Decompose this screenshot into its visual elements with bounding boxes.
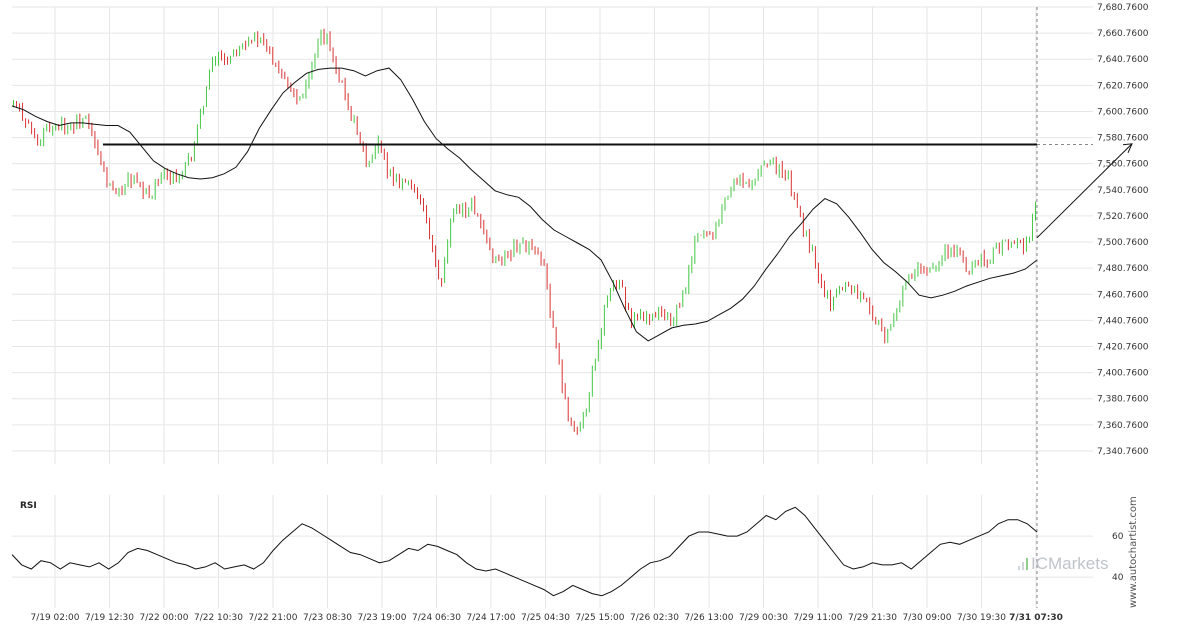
candlesticks xyxy=(13,28,1036,435)
y-tick-label: 7,480.7600 xyxy=(1097,264,1149,274)
rsi-title: RSI xyxy=(20,501,37,511)
y-tick-label: 7,580.7600 xyxy=(1097,134,1149,144)
main-grid xyxy=(12,6,1093,464)
y-tick-label: 7,520.7600 xyxy=(1097,212,1149,222)
y-tick-label: 7,420.7600 xyxy=(1097,342,1149,352)
y-tick-label: 7,360.7600 xyxy=(1097,421,1149,431)
x-tick-label: 7/22 21:00 xyxy=(248,613,297,623)
x-tick-label: 7/26 13:00 xyxy=(684,613,733,623)
y-tick-label: 7,560.7600 xyxy=(1097,160,1149,170)
y-tick-label: 7,500.7600 xyxy=(1097,238,1149,248)
rsi-tick-label: 60 xyxy=(1112,532,1124,542)
y-tick-label: 7,460.7600 xyxy=(1097,290,1149,300)
moving-average-line xyxy=(11,67,1038,342)
y-axis-ticks: 7,680.7600 7,660.7600 7,640.7600 7,620.7600… xyxy=(1097,3,1149,457)
brand-logo-bar-2 xyxy=(1022,562,1024,570)
brand-name: ICMarkets xyxy=(1031,554,1108,573)
x-tick-label: 7/19 02:00 xyxy=(30,613,79,623)
y-tick-label: 7,340.7600 xyxy=(1097,447,1149,457)
rsi-tick-label: 40 xyxy=(1112,573,1124,583)
x-tick-label: 7/24 17:00 xyxy=(466,613,515,623)
forecast-arrow xyxy=(1036,143,1133,239)
forecast-arrow-head xyxy=(1122,143,1133,153)
credit-text: www.autochartist.com xyxy=(1128,496,1139,608)
brand-logo-bar-3 xyxy=(1026,558,1028,570)
x-tick-label: 7/30 09:00 xyxy=(902,613,951,623)
y-tick-label: 7,380.7600 xyxy=(1097,395,1149,405)
brand-logo-bar-1 xyxy=(1018,566,1020,570)
x-tick-label: 7/23 19:00 xyxy=(357,613,406,623)
x-tick-label: 7/19 12:30 xyxy=(85,613,134,623)
x-tick-label: 7/24 06:30 xyxy=(412,613,461,623)
rsi-grid xyxy=(12,495,1093,608)
x-tick-label: 7/23 08:30 xyxy=(303,613,352,623)
x-tick-label: 7/25 15:00 xyxy=(575,613,624,623)
x-tick-label: 7/29 11:00 xyxy=(793,613,842,623)
x-tick-label: 7/29 21:30 xyxy=(848,613,897,623)
x-axis-ticks: 7/19 02:00 7/19 12:30 7/22 00:00 7/22 10:30… xyxy=(30,613,1062,623)
x-tick-label: 7/26 02:30 xyxy=(630,613,679,623)
y-tick-label: 7,540.7600 xyxy=(1097,186,1149,196)
rsi-axis-ticks: 60 40 xyxy=(1112,532,1124,583)
brand-logo: ICMarkets xyxy=(1018,554,1108,573)
y-tick-label: 7,680.7600 xyxy=(1097,3,1149,13)
x-tick-label: 7/29 00:30 xyxy=(739,613,788,623)
y-tick-label: 7,660.7600 xyxy=(1097,29,1149,39)
y-tick-label: 7,620.7600 xyxy=(1097,81,1149,91)
y-tick-label: 7,440.7600 xyxy=(1097,316,1149,326)
x-tick-label: 7/25 04:30 xyxy=(521,613,570,623)
y-tick-label: 7,600.7600 xyxy=(1097,107,1149,117)
x-tick-label: 7/22 00:00 xyxy=(139,613,188,623)
x-tick-label: 7/31 07:30 xyxy=(1009,613,1063,623)
y-tick-label: 7,640.7600 xyxy=(1097,55,1149,65)
y-tick-label: 7,400.7600 xyxy=(1097,369,1149,379)
rsi-line xyxy=(11,506,1038,597)
x-tick-label: 7/30 19:30 xyxy=(957,613,1006,623)
x-tick-label: 7/22 10:30 xyxy=(194,613,243,623)
